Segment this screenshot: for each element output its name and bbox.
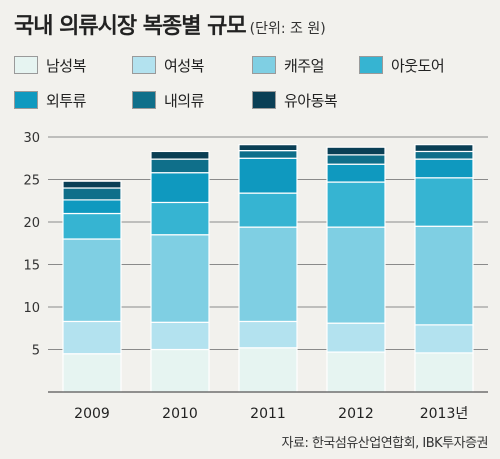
bar-segment bbox=[326, 181, 386, 228]
legend-swatch bbox=[14, 91, 38, 109]
legend-item: 남성복 bbox=[14, 52, 86, 78]
bar-segment bbox=[150, 321, 210, 351]
bar-segment bbox=[414, 225, 474, 326]
y-tick-label: 15 bbox=[23, 259, 40, 274]
legend-label: 캐주얼 bbox=[284, 56, 324, 75]
bar-segment bbox=[238, 320, 298, 349]
bar-segment bbox=[414, 352, 474, 393]
bar-segment bbox=[414, 150, 474, 160]
legend-label: 내의류 bbox=[164, 91, 204, 110]
bar-segment bbox=[238, 144, 298, 152]
bar-segment bbox=[326, 226, 386, 324]
legend-item: 여성복 bbox=[132, 52, 204, 78]
bar-segment bbox=[62, 199, 122, 215]
bar-segment bbox=[238, 226, 298, 323]
legend-swatch bbox=[359, 56, 383, 74]
bar-segment bbox=[150, 150, 210, 160]
legend-swatch bbox=[14, 56, 38, 74]
bar-segment bbox=[326, 351, 386, 393]
legend-swatch bbox=[252, 91, 276, 109]
bar-segment bbox=[238, 192, 298, 228]
bar-segment bbox=[326, 163, 386, 183]
bar-segment bbox=[414, 177, 474, 227]
bar-segment bbox=[238, 150, 298, 159]
legend-label: 아웃도어 bbox=[391, 56, 445, 75]
legend-item: 외투류 bbox=[14, 87, 86, 113]
bar-segment bbox=[150, 172, 210, 204]
legend-label: 외투류 bbox=[46, 91, 86, 110]
legend-swatch bbox=[132, 91, 156, 109]
bar-segment bbox=[62, 212, 122, 240]
x-category-label: 2009 bbox=[74, 406, 110, 422]
x-category-label: 2012 bbox=[338, 406, 374, 422]
bar-segment bbox=[150, 348, 210, 393]
legend-item: 아웃도어 bbox=[359, 52, 445, 78]
bar-segment bbox=[150, 158, 210, 174]
bar-segment bbox=[326, 322, 386, 353]
bar-segment bbox=[414, 324, 474, 354]
bar-segment bbox=[150, 234, 210, 323]
bar-segment bbox=[62, 353, 122, 393]
bar-segment bbox=[150, 201, 210, 236]
bar-segment bbox=[414, 144, 474, 153]
source-note: 자료: 한국섬유산업연합회, IBK투자증권 bbox=[281, 436, 489, 451]
legend-item: 유아동복 bbox=[252, 87, 338, 113]
bar-segment bbox=[62, 187, 122, 201]
bar-segment bbox=[238, 347, 298, 393]
y-tick-label: 30 bbox=[23, 131, 40, 146]
y-tick-label: 20 bbox=[23, 216, 40, 231]
x-category-label: 2010 bbox=[162, 406, 198, 422]
bar-segment bbox=[62, 238, 122, 323]
bar-segment bbox=[326, 154, 386, 165]
x-category-label: 2011 bbox=[250, 406, 286, 422]
unit-label: (단위: 조 원) bbox=[249, 21, 326, 37]
legend-swatch bbox=[252, 56, 276, 74]
legend-label: 유아동복 bbox=[284, 91, 338, 110]
legend-label: 남성복 bbox=[46, 56, 86, 75]
legend-item: 내의류 bbox=[132, 87, 204, 113]
bar-segment bbox=[62, 180, 122, 189]
legend-swatch bbox=[132, 56, 156, 74]
bar-segment bbox=[238, 157, 298, 194]
y-tick-label: 5 bbox=[32, 344, 40, 359]
bar-segment bbox=[326, 146, 386, 156]
legend-label: 여성복 bbox=[164, 56, 204, 75]
bar-segment bbox=[414, 158, 474, 179]
chart-title-block: 국내 의류시장 복종별 규모 (단위: 조 원) bbox=[14, 8, 326, 40]
chart-title: 국내 의류시장 복종별 규모 bbox=[14, 14, 247, 39]
y-tick-label: 10 bbox=[23, 301, 40, 316]
y-tick-label: 25 bbox=[23, 174, 40, 189]
bar-segment bbox=[62, 320, 122, 355]
legend-item: 캐주얼 bbox=[252, 52, 324, 78]
x-category-label: 2013년 bbox=[420, 406, 469, 422]
